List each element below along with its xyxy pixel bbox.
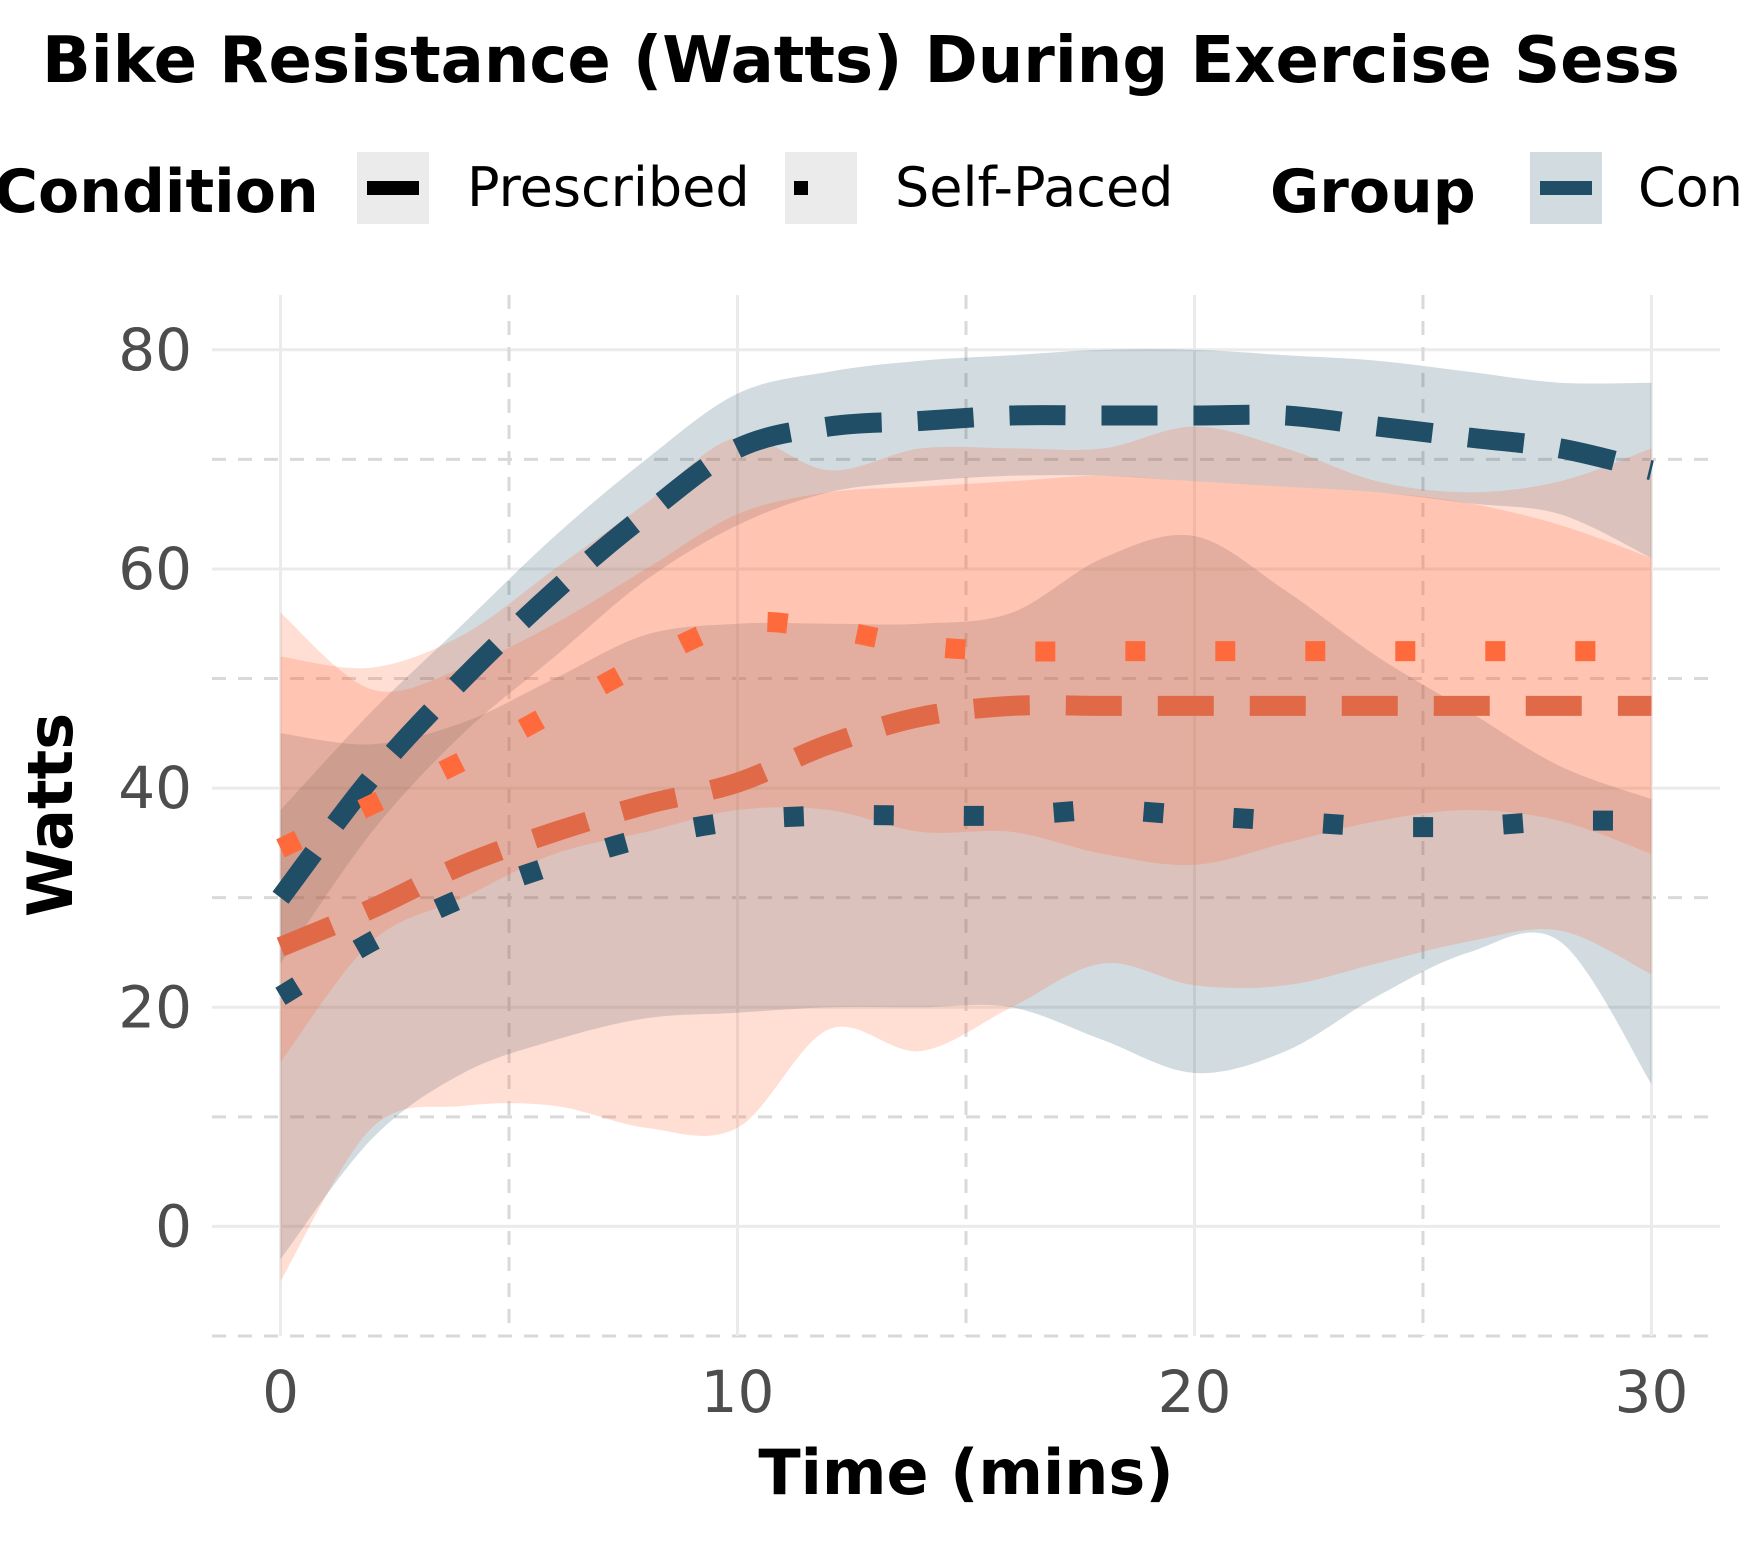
y-tick-label: 60 [118,535,192,603]
series-lines [272,404,1654,1005]
ci-band-blue-self-paced [280,534,1652,1260]
ci-band-orange-self-paced [280,475,1652,1063]
legend-condition-title: Condition [0,157,319,227]
ci-band-blue-prescribed [280,349,1652,964]
y-tick-label: 20 [118,973,192,1041]
legend-group-title: Group [1270,157,1476,227]
x-axis-title: Time (mins) [758,1436,1173,1509]
chart-title: Bike Resistance (Watts) During Exercise … [42,24,1680,98]
series-line-blue-prescribed [272,404,1654,904]
legend-label-prescribed: Prescribed [467,156,750,219]
ci-bands [280,349,1652,1282]
x-tick-label: 20 [1158,1358,1232,1426]
y-axis-title: Watts [14,713,87,917]
ci-band-orange-prescribed [280,426,1652,1282]
x-tick-label: 10 [701,1358,775,1426]
legend: Condition Prescribed Self-Paced Group Co… [0,152,1741,227]
legend-label-self-paced: Self-Paced [895,156,1173,219]
y-tick-label: 80 [118,316,192,384]
x-tick-label: 0 [262,1358,299,1426]
axis-ticks: 0 20 40 60 80 0 10 20 30 [118,316,1688,1426]
y-tick-label: 0 [155,1192,192,1260]
x-tick-label: 30 [1615,1358,1689,1426]
series-line-blue-self-paced [275,799,1652,1005]
y-tick-label: 40 [118,754,192,822]
legend-label-group: Con [1638,156,1741,219]
legend-key-self-paced-dot [794,181,808,195]
grid [212,295,1720,1338]
